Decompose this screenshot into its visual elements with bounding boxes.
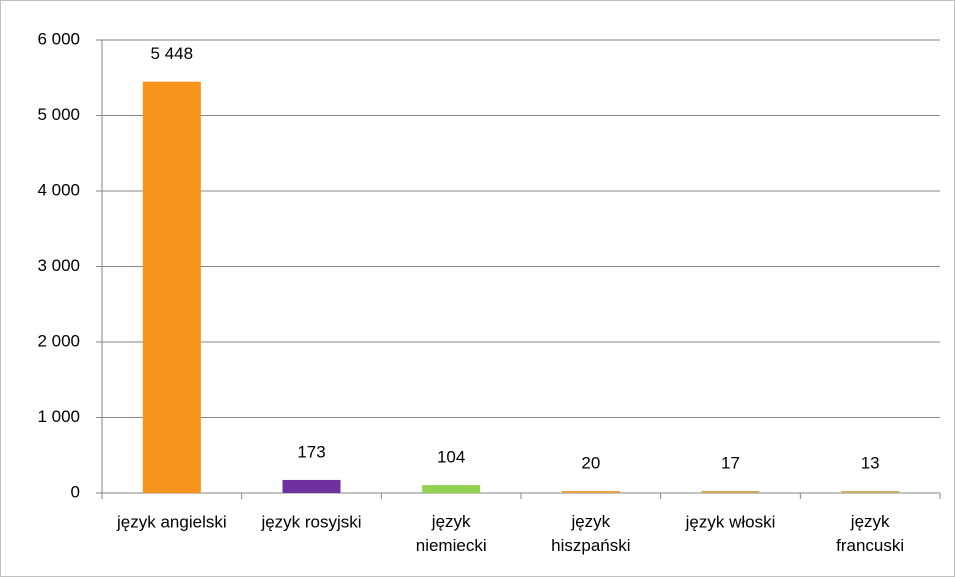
bar	[561, 491, 620, 493]
y-tick-label: 0	[71, 482, 80, 501]
data-label: 5 448	[151, 44, 194, 63]
bar	[142, 81, 201, 494]
data-label: 13	[861, 453, 880, 472]
bar	[841, 491, 900, 493]
x-tick-label: język francuski	[836, 512, 904, 555]
y-tick-label: 3 000	[37, 256, 80, 275]
x-tick-label: język angielski	[116, 512, 227, 531]
bar	[701, 491, 760, 493]
data-label: 20	[581, 453, 600, 472]
x-tick-label: język włoski	[685, 512, 776, 531]
y-tick-label: 4 000	[37, 180, 80, 199]
bar	[422, 485, 481, 493]
bar	[282, 479, 341, 493]
data-label: 17	[721, 453, 740, 472]
y-tick-label: 5 000	[37, 105, 80, 124]
y-tick-label: 1 000	[37, 407, 80, 426]
x-tick-label: język hiszpański	[551, 512, 630, 555]
y-tick-label: 2 000	[37, 331, 80, 350]
data-label: 173	[297, 442, 325, 461]
y-tick-label: 6 000	[37, 29, 80, 48]
data-label: 104	[437, 448, 465, 467]
x-tick-label: język rosyjski	[260, 512, 361, 531]
x-tick-label: język niemiecki	[416, 512, 487, 555]
